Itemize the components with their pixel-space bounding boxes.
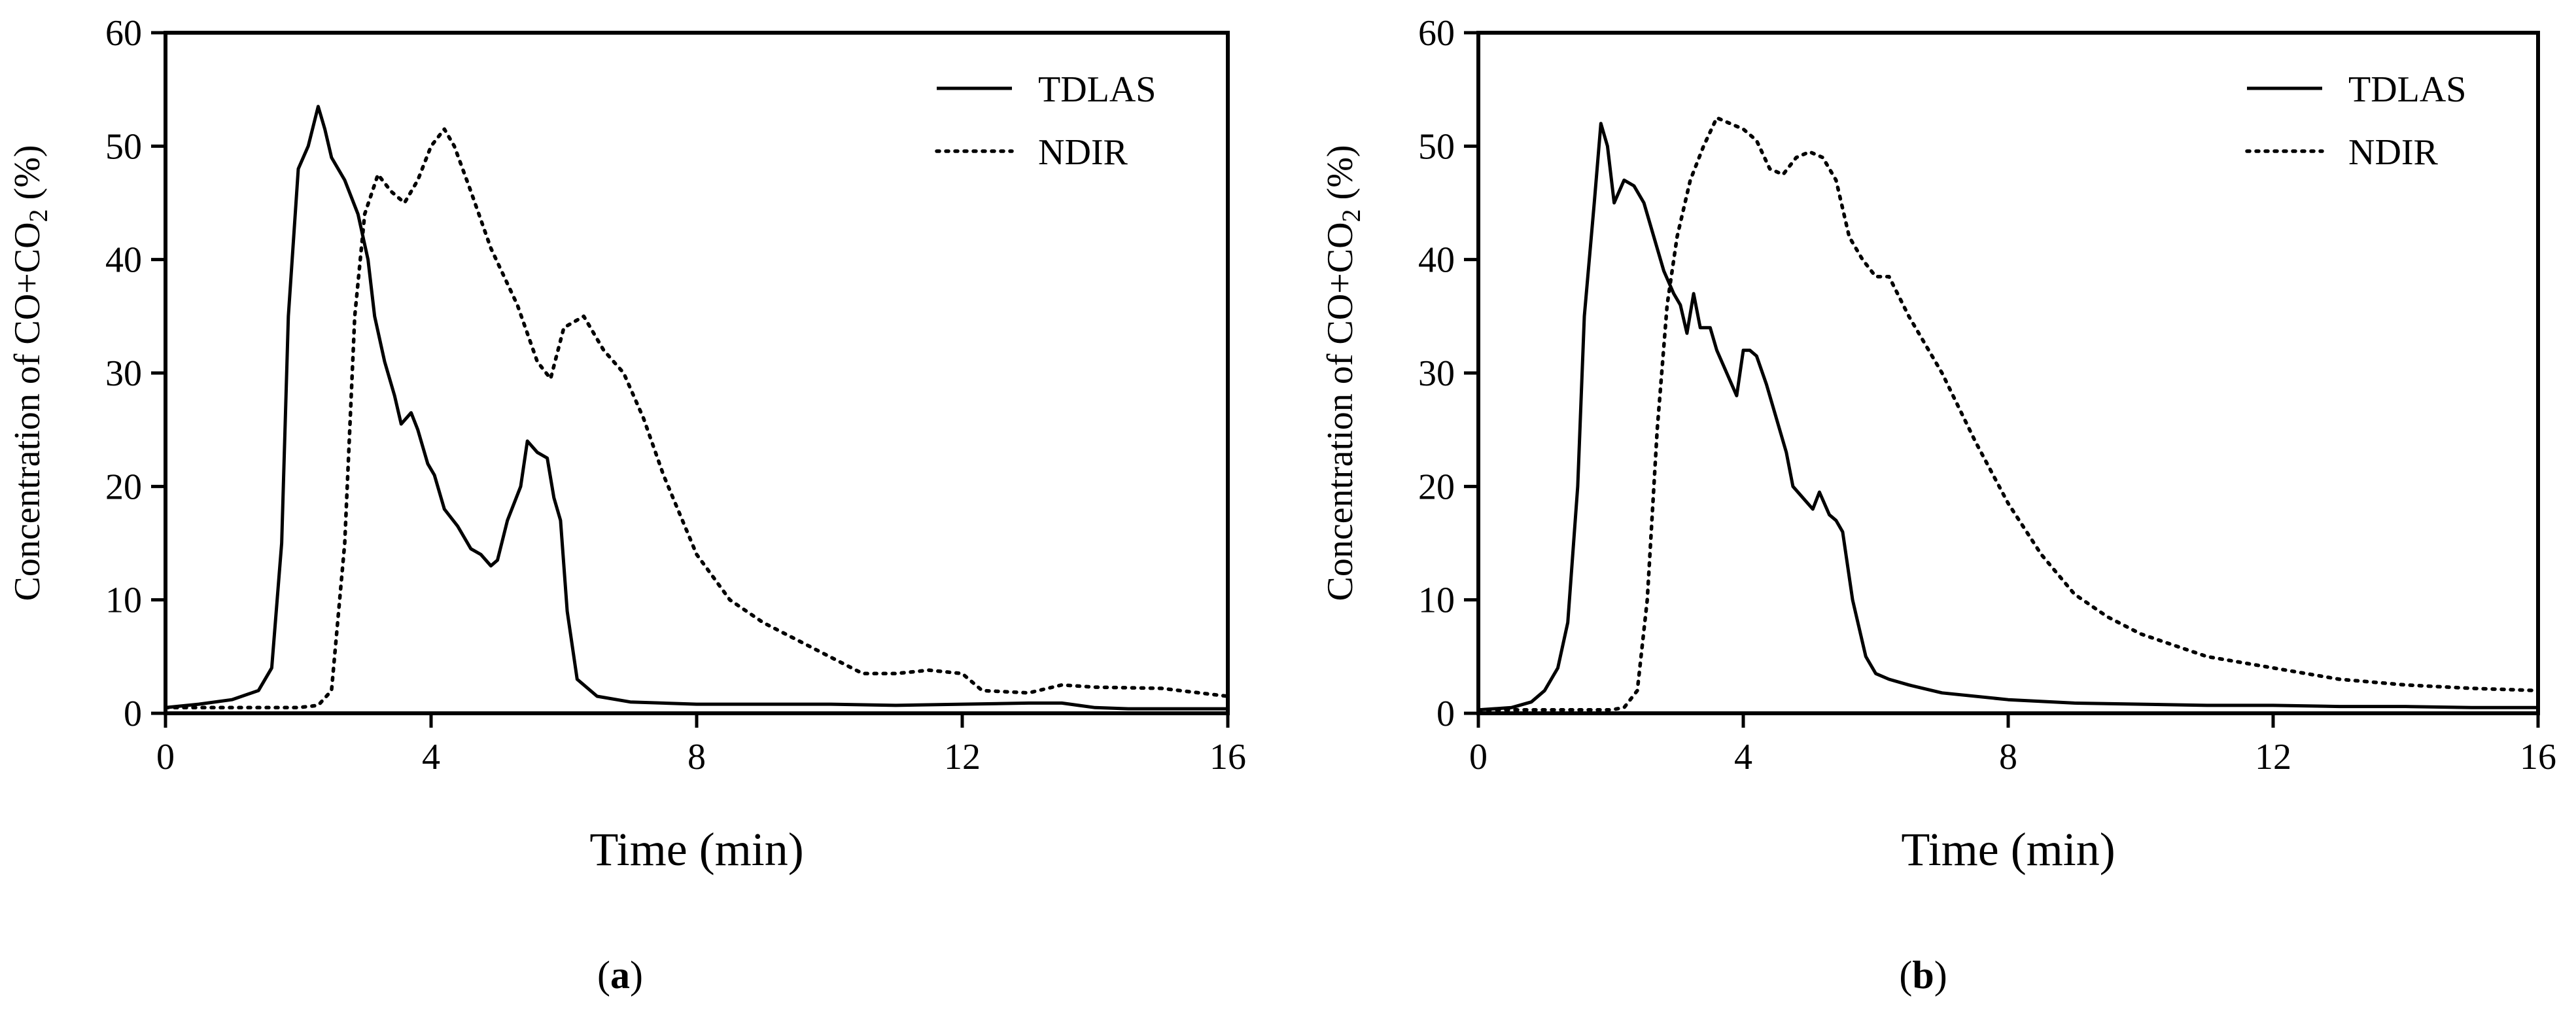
chart-panel-a: 0 4 8 12 16 0 10 20 30 40 50 60 Time (min) Concentrat… (7, 13, 1246, 997)
chart-panel-b: 0 4 8 12 16 0 10 20 30 40 50 60 Time (min) Concentrat… (1320, 13, 2556, 997)
y-tick-label: 0 (124, 694, 142, 734)
x-tick-label: 12 (2255, 737, 2291, 777)
legend: TDLAS NDIR (935, 69, 1156, 173)
legend: TDLAS NDIR (2245, 69, 2466, 173)
x-tick-label: 16 (1210, 737, 1246, 777)
y-axis-title: Concentration of CO+CO2 (%) (7, 145, 53, 601)
y-axis-title-unit: (%) (1320, 145, 1361, 209)
series-line-ndir (164, 127, 1230, 710)
x-tick-label: 4 (1734, 737, 1752, 777)
y-axis-title-main: Concentration of CO+CO (7, 222, 48, 601)
series-line-ndir (1476, 116, 2540, 712)
x-tick-label: 4 (422, 737, 440, 777)
x-tick-label: 0 (156, 737, 175, 777)
legend-label-ndir: NDIR (1038, 132, 1128, 173)
x-axis-title: Time (min) (1901, 823, 2115, 876)
y-tick-label: 50 (105, 126, 142, 167)
panel-label: (a) (597, 953, 643, 997)
y-tick-label: 10 (1418, 580, 1455, 621)
panel-label-open-paren: ( (1899, 953, 1912, 997)
x-tick-label: 0 (1469, 737, 1488, 777)
y-axis-title-subscript: 2 (24, 209, 53, 222)
legend-label-tdlas: TDLAS (2348, 69, 2466, 110)
y-tick-label: 10 (105, 580, 142, 621)
legend-label-tdlas: TDLAS (1038, 69, 1156, 110)
panel-label-letter: b (1912, 953, 1934, 997)
series-line-tdlas (165, 105, 1228, 711)
x-tick-label: 8 (688, 737, 706, 777)
y-axis-title-unit: (%) (7, 145, 48, 209)
x-tick-label: 16 (2520, 737, 2556, 777)
series-line-tdlas (1478, 122, 2538, 712)
y-tick-label: 60 (1418, 13, 1455, 54)
y-tick-label: 30 (1418, 353, 1455, 394)
y-axis-title: Concentration of CO+CO2 (%) (1320, 145, 1366, 601)
y-tick-label: 20 (1418, 467, 1455, 507)
panel-label-letter: a (610, 953, 630, 997)
panel-label-open-paren: ( (597, 953, 610, 997)
y-axis-title-main: Concentration of CO+CO (1320, 222, 1361, 601)
y-tick-label: 50 (1418, 126, 1455, 167)
x-tick-label: 12 (944, 737, 981, 777)
legend-label-ndir: NDIR (2348, 132, 2439, 173)
panel-label-close-paren: ) (630, 953, 643, 997)
y-tick-label: 0 (1436, 694, 1455, 734)
y-tick-label: 40 (105, 240, 142, 281)
y-tick-label: 60 (105, 13, 142, 54)
y-tick-label: 20 (105, 467, 142, 507)
y-tick-label: 40 (1418, 240, 1455, 281)
y-axis-title-subscript: 2 (1336, 209, 1366, 222)
x-tick-label: 8 (1999, 737, 2017, 777)
y-tick-label: 30 (105, 353, 142, 394)
panel-label-close-paren: ) (1934, 953, 1947, 997)
panel-label: (b) (1899, 953, 1947, 997)
x-axis-title: Time (min) (589, 823, 803, 876)
